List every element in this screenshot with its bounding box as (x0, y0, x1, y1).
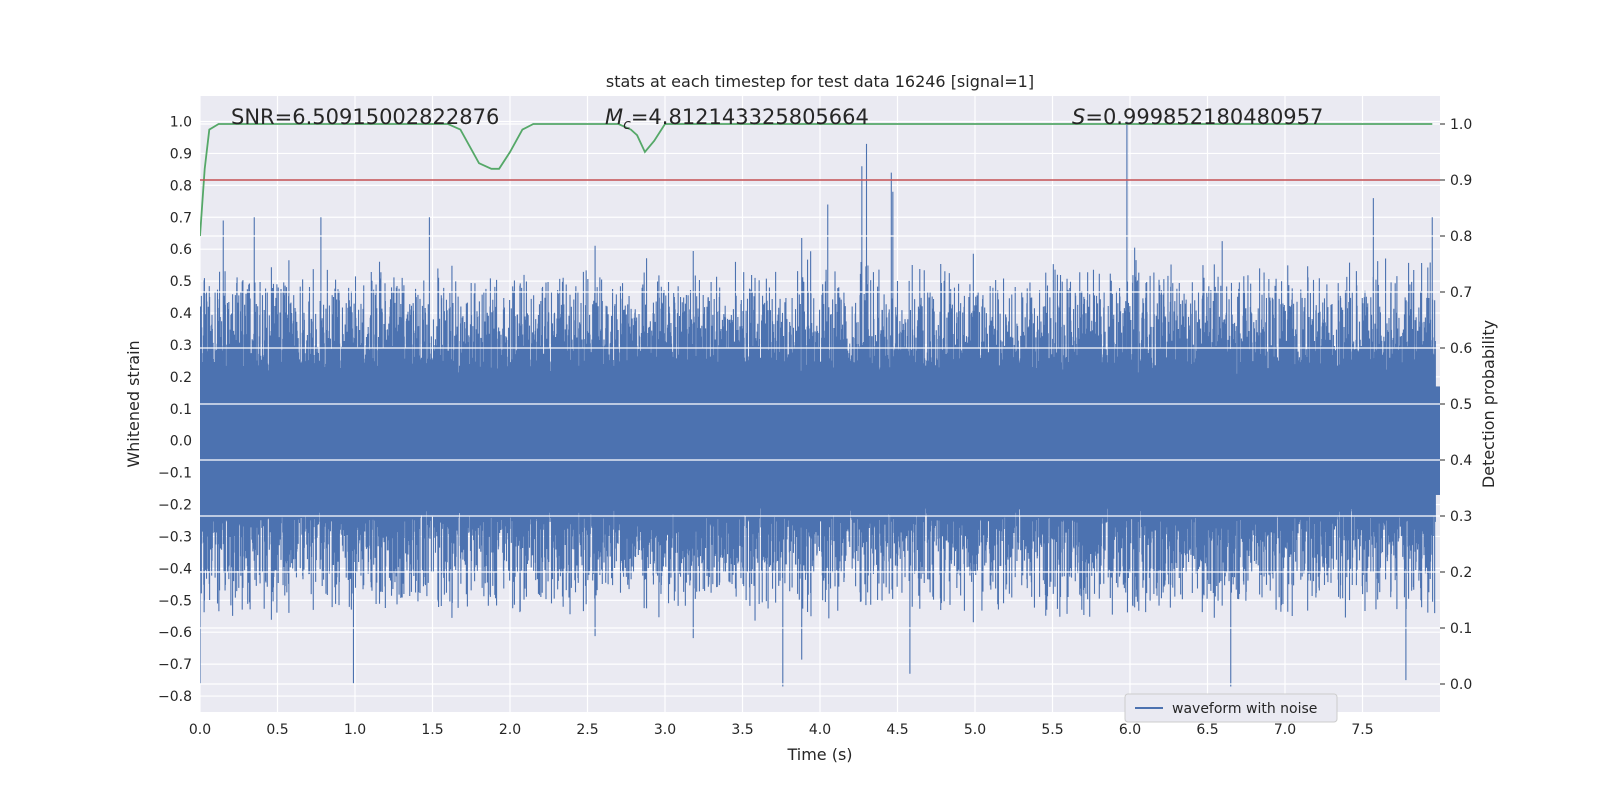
x-tick-label: 6.5 (1196, 722, 1218, 738)
x-tick-label: 6.0 (1119, 722, 1141, 738)
legend: waveform with noise (1124, 693, 1338, 723)
left-y-tick-label: −0.3 (158, 529, 192, 545)
legend-box (1124, 693, 1338, 723)
chart-title: stats at each timestep for test data 162… (606, 72, 1034, 91)
left-y-tick-label: 0.1 (170, 402, 192, 418)
x-tick-label: 0.5 (266, 722, 288, 738)
x-tick-label: 2.5 (576, 722, 598, 738)
x-tick-label: 2.0 (499, 722, 521, 738)
left-y-tick-label: 0.5 (170, 274, 192, 290)
right-y-tick-label: 0.3 (1450, 509, 1472, 525)
score-symbol: S (1072, 105, 1085, 129)
x-tick-label: 5.0 (964, 722, 986, 738)
waveform-line (200, 121, 1436, 687)
right-y-tick-label: 0.6 (1450, 341, 1472, 357)
right-y-tick-label: 0.0 (1450, 677, 1472, 693)
left-y-tick-label: 0.2 (170, 370, 192, 386)
right-y-tick-label: 0.5 (1450, 397, 1472, 413)
left-y-tick-label: −0.6 (158, 625, 192, 641)
left-y-axis-ticks: 1.0 0.9 0.8 0.7 0.6 0.5 0.4 0.3 0.2 0.1 0.0 −0.1 −0.… (158, 115, 192, 706)
right-y-tick-label: 0.2 (1450, 565, 1472, 581)
x-tick-label: 4.5 (886, 722, 908, 738)
chirp-mass-annotation: Mc=4.812143325805664 (605, 105, 869, 133)
left-y-tick-label: −0.1 (158, 466, 192, 482)
x-tick-label: 7.0 (1274, 722, 1296, 738)
right-y-tick-label: 0.4 (1450, 453, 1472, 469)
score-annotation: S=0.999852180480957 (1072, 105, 1323, 129)
probability-line (200, 123, 1433, 237)
x-axis-label: Time (s) (786, 745, 852, 764)
legend-label-waveform: waveform with noise (1172, 701, 1317, 717)
left-y-tick-label: 0.3 (170, 338, 192, 354)
right-y-axis-label: Detection probability (1479, 320, 1498, 488)
chirp-mass-symbol: M (605, 105, 623, 129)
x-tick-label: 1.5 (421, 722, 443, 738)
x-tick-label: 3.0 (654, 722, 676, 738)
chirp-mass-subscript: c (623, 117, 631, 133)
left-y-tick-label: −0.2 (158, 498, 192, 514)
left-y-tick-label: 0.0 (170, 434, 192, 450)
left-y-tick-label: 0.7 (170, 210, 192, 226)
x-tick-label: 0.0 (189, 722, 211, 738)
right-y-tick-label: 0.8 (1450, 229, 1472, 245)
x-tick-label: 3.5 (731, 722, 753, 738)
chirp-mass-value: =4.812143325805664 (631, 105, 869, 129)
right-y-tick-label: 1.0 (1450, 117, 1472, 133)
right-y-tick-label: 0.7 (1450, 285, 1472, 301)
right-y-tick-label: 0.1 (1450, 621, 1472, 637)
left-y-axis-label: Whitened strain (124, 340, 143, 467)
x-tick-label: 1.0 (344, 722, 366, 738)
x-axis-ticks: 0.0 0.5 1.0 1.5 2.0 2.5 3.0 3.5 4.0 4.5 5.0 5.5 6.0 6… (189, 722, 1374, 738)
x-tick-label: 7.5 (1351, 722, 1373, 738)
left-y-tick-label: −0.7 (158, 657, 192, 673)
left-y-tick-label: −0.5 (158, 593, 192, 609)
left-y-tick-label: 0.6 (170, 242, 192, 258)
left-y-tick-label: −0.8 (158, 689, 192, 705)
left-y-tick-label: 0.9 (170, 146, 192, 162)
left-y-tick-label: 0.4 (170, 306, 192, 322)
right-y-tick-label: 0.9 (1450, 173, 1472, 189)
detection-probability-series (200, 123, 1440, 237)
left-y-tick-label: 1.0 (170, 115, 192, 131)
score-value: =0.999852180480957 (1085, 105, 1323, 129)
x-tick-label: 4.0 (809, 722, 831, 738)
left-y-tick-label: 0.8 (170, 178, 192, 194)
x-tick-label: 5.5 (1041, 722, 1063, 738)
left-y-tick-label: −0.4 (158, 561, 192, 577)
snr-annotation: SNR=6.50915002822876 (231, 105, 499, 129)
right-y-axis-ticks: 1.0 0.9 0.8 0.7 0.6 0.5 0.4 0.3 0.2 0.1 0.0 (1440, 117, 1472, 693)
